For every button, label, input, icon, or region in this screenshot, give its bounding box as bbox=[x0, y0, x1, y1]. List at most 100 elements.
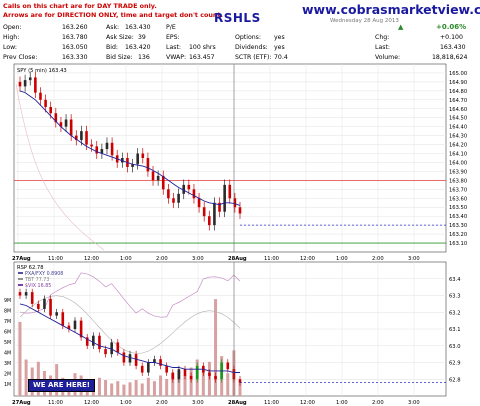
candle-body bbox=[146, 158, 150, 172]
plot-frame bbox=[13, 63, 447, 253]
candle-body bbox=[85, 131, 88, 145]
candle-body bbox=[110, 142, 114, 156]
price-panel: 165.00 164.90 164.80 164.70 164.60 164.50 164.… bbox=[12, 63, 467, 262]
bid-label: Bid: bbox=[106, 44, 118, 51]
candle-body bbox=[80, 131, 83, 141]
y-tick-label: 164.20 bbox=[449, 143, 467, 149]
x-tick-label: 2:00 bbox=[372, 256, 384, 262]
reference-curve bbox=[15, 83, 105, 251]
legend-swatch bbox=[18, 272, 23, 274]
rsp-body bbox=[73, 320, 77, 329]
volume-bar bbox=[18, 321, 22, 396]
high-value: 163.780 bbox=[62, 34, 88, 41]
volume-bar bbox=[97, 377, 101, 396]
ask-size-label: Ask Size: bbox=[106, 34, 134, 41]
volume-bar bbox=[24, 359, 28, 396]
rsp-body bbox=[177, 369, 181, 380]
y-tick-label: 62.8 bbox=[449, 377, 461, 383]
rsp-body bbox=[134, 354, 138, 366]
x-tick-label: 3:00 bbox=[408, 256, 420, 262]
y-tick-label: 163.60 bbox=[449, 196, 467, 202]
rsp-body bbox=[116, 342, 120, 353]
chg-label: Chg: bbox=[375, 34, 390, 41]
options-label: Options: bbox=[235, 34, 261, 41]
candle-body bbox=[64, 119, 68, 127]
x-tick-label: 27Aug bbox=[12, 256, 31, 262]
y-tick-label: 63.2 bbox=[449, 310, 461, 316]
volume-label: Volume: bbox=[375, 54, 401, 61]
candle-body bbox=[208, 216, 211, 226]
legend-swatch bbox=[18, 278, 23, 280]
candle-body bbox=[228, 184, 232, 199]
rsp-body bbox=[195, 365, 199, 380]
volume-bar bbox=[201, 368, 205, 396]
candle-body bbox=[54, 113, 58, 123]
y-tick-label: 164.50 bbox=[449, 116, 467, 122]
candle-body bbox=[49, 106, 52, 114]
x-tick-label: 2:00 bbox=[156, 256, 168, 262]
volume-tick-label: 1M bbox=[4, 382, 11, 388]
candle-body bbox=[192, 189, 196, 199]
candle-body bbox=[197, 198, 201, 208]
rsp-body bbox=[238, 379, 242, 383]
volume-bar bbox=[146, 377, 150, 396]
sctr-value: 70.4 bbox=[274, 54, 288, 61]
candle-body bbox=[136, 153, 139, 165]
y-tick-label: 164.40 bbox=[449, 125, 467, 131]
y-tick-label: 163.50 bbox=[449, 205, 467, 211]
rsp-body bbox=[85, 337, 89, 346]
candle-body bbox=[18, 81, 22, 87]
bid-size-value: 136 bbox=[138, 54, 150, 61]
candle-body bbox=[59, 122, 63, 127]
x-tick-label: 1:00 bbox=[120, 256, 132, 262]
moving-average-line bbox=[19, 90, 241, 206]
candle-body bbox=[74, 135, 78, 141]
y-tick-label: 163.70 bbox=[449, 187, 467, 193]
low-label: Low: bbox=[3, 44, 17, 51]
rsp-body bbox=[128, 354, 132, 363]
rsp-body bbox=[183, 369, 187, 376]
prev-close-value: 163.330 bbox=[62, 54, 88, 61]
rsp-body bbox=[49, 298, 52, 316]
candle-body bbox=[90, 144, 93, 147]
x-tick-label: 3:00 bbox=[408, 400, 420, 406]
candle-body bbox=[161, 175, 165, 190]
last-label: Last: bbox=[166, 44, 181, 51]
x-tick-label: 28Aug bbox=[228, 256, 247, 262]
candle-body bbox=[202, 207, 206, 217]
prev-close-label: Prev Close: bbox=[3, 54, 38, 61]
rsp-body bbox=[153, 359, 156, 363]
volume-tick-label: 8M bbox=[4, 309, 11, 315]
candle-body bbox=[95, 146, 99, 154]
vwap-label: VWAP: bbox=[166, 54, 187, 61]
y-tick-label: 165.00 bbox=[449, 71, 467, 77]
bid-value: 163.420 bbox=[125, 44, 151, 51]
rsp-body bbox=[18, 292, 22, 296]
chg-value: +0.100 bbox=[440, 34, 463, 41]
website-link[interactable]: www.cobrasmarketview.com bbox=[302, 2, 480, 17]
volume-tick-label: 2M bbox=[4, 372, 11, 378]
y-tick-label: 163.10 bbox=[449, 241, 467, 247]
volume-bar bbox=[122, 384, 126, 396]
volume-bar bbox=[116, 381, 120, 396]
y-tick-label: 164.00 bbox=[449, 160, 467, 166]
candle-body bbox=[34, 77, 37, 93]
x-tick-label: 27Aug bbox=[12, 400, 31, 406]
volume-bar bbox=[110, 383, 114, 396]
y-tick-label: 163.90 bbox=[449, 169, 467, 175]
candle-body bbox=[44, 99, 47, 107]
direction-notice: Arrows are for DIRECTION ONLY, time and … bbox=[3, 11, 223, 19]
rsp-moving-average bbox=[19, 303, 240, 373]
candle-body bbox=[151, 171, 155, 181]
candle-body bbox=[28, 77, 32, 81]
rsp-body bbox=[189, 375, 193, 380]
vwap-value: 163.457 bbox=[189, 54, 215, 61]
change-percent: +0.06% bbox=[436, 23, 467, 31]
candle-body bbox=[23, 80, 27, 87]
candle-body bbox=[238, 207, 242, 214]
volume-tick-label: 6M bbox=[4, 330, 11, 336]
low-value: 163.050 bbox=[62, 44, 88, 51]
volume-bar bbox=[140, 383, 144, 396]
y-tick-label: 63.3 bbox=[449, 294, 461, 300]
volume-bar bbox=[171, 373, 175, 396]
